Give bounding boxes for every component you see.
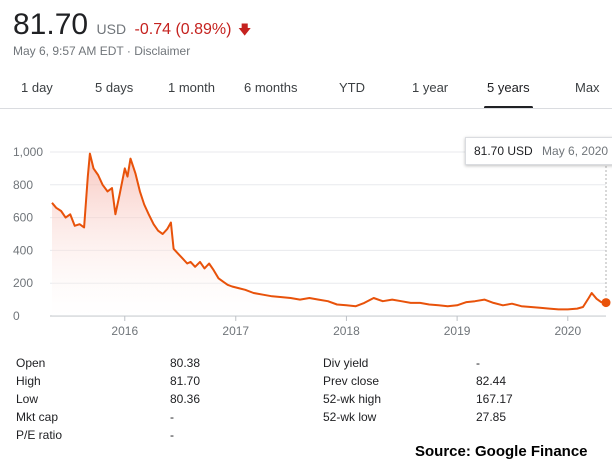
- tab-label: 5 years: [487, 80, 530, 95]
- tabs-divider: [0, 108, 612, 109]
- quote-header: 81.70 USD -0.74 (0.89%) 🡇: [13, 8, 251, 43]
- stat-value: 80.38: [170, 356, 201, 370]
- price-area-fill: [52, 153, 606, 316]
- separator: ·: [126, 44, 135, 58]
- stat-label: Mkt cap: [16, 410, 59, 424]
- x-tick-label: 2016: [111, 324, 138, 338]
- tab-label: 5 days: [95, 80, 134, 95]
- arrow-down-icon: 🡇: [237, 22, 252, 37]
- y-tick-label: 800: [13, 178, 33, 192]
- stat-52wk-high: 52-wk high 167.17: [323, 392, 603, 410]
- stat-value: -: [170, 410, 174, 424]
- stat-pe-ratio: P/E ratio -: [16, 428, 296, 446]
- tab-label: 6 months: [244, 80, 298, 95]
- tab-5-years[interactable]: 5 years: [484, 80, 533, 109]
- stat-label: Low: [16, 392, 39, 406]
- tab-label: Max: [575, 80, 600, 95]
- stat-value: 80.36: [170, 392, 201, 406]
- currency-label: USD: [96, 21, 127, 37]
- y-tick-label: 200: [13, 276, 33, 290]
- stat-value: -: [170, 428, 174, 442]
- tab-label: 1 day: [21, 80, 53, 95]
- tab-label: 1 month: [168, 80, 215, 95]
- stat-value: 82.44: [476, 374, 507, 388]
- price-change: -0.74 (0.89%): [134, 21, 232, 38]
- tab-ytd[interactable]: YTD: [339, 80, 365, 95]
- tab-5-days[interactable]: 5 days: [95, 80, 133, 95]
- tab-label: 1 year: [412, 80, 449, 95]
- active-tab-indicator: [484, 106, 533, 109]
- y-tick-label: 1,000: [13, 145, 43, 159]
- y-axis-ticks: 1,000 800 600 400 200 0: [13, 145, 43, 323]
- stat-low: Low 80.36: [16, 392, 296, 410]
- price-chart[interactable]: 1,000 800 600 400 200 0 2016 2017 2018 2019 2020: [0, 110, 612, 345]
- y-tick-label: 400: [13, 243, 33, 257]
- stat-prev-close: Prev close 82.44: [323, 374, 603, 392]
- quote-timestamp: May 6, 9:57 AM EDT · Disclaimer: [13, 44, 190, 58]
- stat-value: 81.70: [170, 374, 201, 388]
- stat-52wk-low: 52-wk low 27.85: [323, 410, 603, 428]
- current-price-marker: [601, 298, 611, 308]
- stat-value: 167.17: [476, 392, 513, 406]
- stat-label: Open: [16, 356, 46, 370]
- x-tick-label: 2017: [222, 324, 249, 338]
- y-tick-label: 0: [13, 309, 20, 323]
- price-tooltip: 81.70 USD May 6, 2020: [465, 137, 612, 165]
- tab-1-day[interactable]: 1 day: [21, 80, 53, 95]
- tab-6-months[interactable]: 6 months: [244, 80, 297, 95]
- stat-label: P/E ratio: [16, 428, 63, 442]
- stats-right-column: Div yield - Prev close 82.44 52-wk high 167…: [323, 356, 603, 428]
- disclaimer-link[interactable]: Disclaimer: [134, 44, 191, 58]
- stats-left-column: Open 80.38 High 81.70 Low 80.36 Mkt cap - P/…: [16, 356, 296, 446]
- time-range-tabs: 1 day 5 days 1 month 6 months YTD 1 year…: [0, 72, 612, 109]
- stat-label: Prev close: [323, 374, 380, 388]
- stat-high: High 81.70: [16, 374, 296, 392]
- tab-label: YTD: [339, 80, 365, 95]
- source-caption: Source: Google Finance: [415, 443, 588, 460]
- stat-mkt-cap: Mkt cap -: [16, 410, 296, 428]
- stat-value: 27.85: [476, 410, 507, 424]
- stat-value: -: [476, 356, 480, 370]
- x-axis-ticks: 2016 2017 2018 2019 2020: [111, 316, 581, 338]
- stat-label: 52-wk high: [323, 392, 382, 406]
- tab-1-year[interactable]: 1 year: [412, 80, 448, 95]
- stat-div-yield: Div yield -: [323, 356, 603, 374]
- price-line: [51, 152, 607, 311]
- stat-label: High: [16, 374, 41, 388]
- tooltip-date: May 6, 2020: [542, 144, 609, 158]
- stat-label: 52-wk low: [323, 410, 377, 424]
- stat-label: Div yield: [323, 356, 369, 370]
- x-tick-label: 2019: [444, 324, 471, 338]
- stat-open: Open 80.38: [16, 356, 296, 374]
- y-tick-label: 600: [13, 211, 33, 225]
- timestamp-text: May 6, 9:57 AM EDT: [13, 44, 124, 58]
- tooltip-price: 81.70 USD: [474, 144, 533, 158]
- tab-1-month[interactable]: 1 month: [168, 80, 215, 95]
- current-price: 81.70: [13, 8, 89, 41]
- tab-max[interactable]: Max: [575, 80, 600, 95]
- x-tick-label: 2020: [554, 324, 581, 338]
- x-tick-label: 2018: [333, 324, 360, 338]
